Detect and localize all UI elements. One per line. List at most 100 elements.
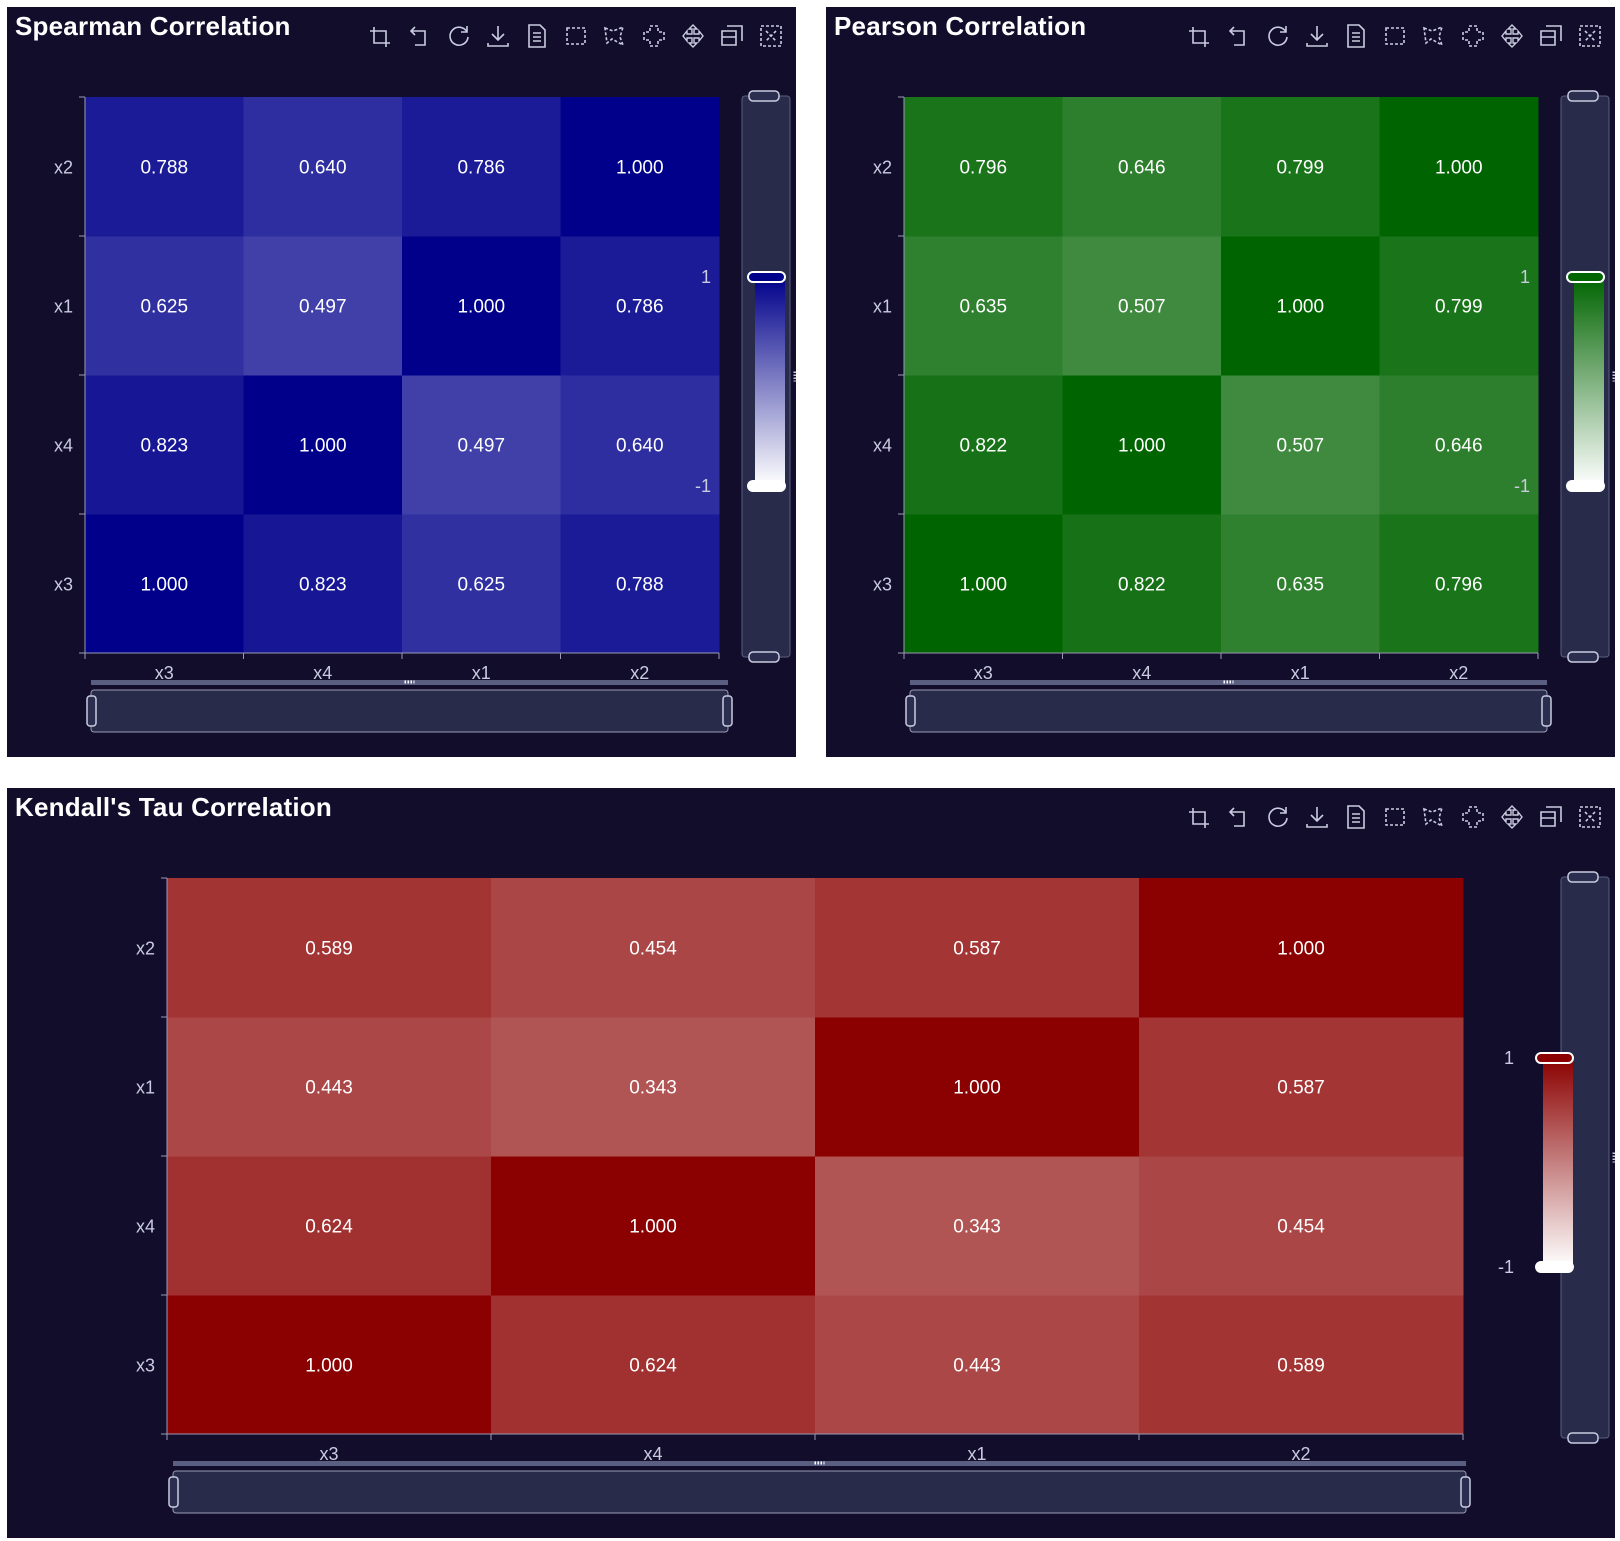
heatmap-cell[interactable] <box>85 514 244 654</box>
visualmap-handle-max[interactable] <box>1566 271 1605 283</box>
heatmap-cell[interactable] <box>815 878 1140 1018</box>
visualmap-handle-min[interactable] <box>747 480 786 492</box>
data-view-button[interactable] <box>1339 19 1373 53</box>
heatmap-cell[interactable] <box>243 514 403 654</box>
zoom-in-button[interactable] <box>1183 800 1217 834</box>
restore-button[interactable] <box>1534 19 1568 53</box>
heatmap-cell[interactable] <box>402 97 561 237</box>
zoom-in-button[interactable] <box>1183 19 1217 53</box>
heatmap-cell[interactable] <box>85 236 244 376</box>
visualmap-handle-max[interactable] <box>747 271 786 283</box>
y-datazoom-handle-top[interactable] <box>748 90 780 102</box>
heatmap-cell[interactable] <box>1221 97 1380 237</box>
data-view-button[interactable] <box>1339 800 1373 834</box>
x-datazoom-handle-right[interactable] <box>722 695 733 727</box>
restore-button[interactable] <box>1534 800 1568 834</box>
heatmap-cell[interactable] <box>1139 1295 1464 1435</box>
y-datazoom-handle-top[interactable] <box>1567 90 1599 102</box>
zoom-reset-button[interactable] <box>1222 800 1256 834</box>
x-datazoom-handle-right[interactable] <box>1460 1476 1471 1508</box>
heatmap-cell[interactable] <box>815 1156 1140 1296</box>
heatmap-cell[interactable] <box>904 236 1063 376</box>
x-datazoom-handle-left[interactable] <box>905 695 916 727</box>
heatmap-cell[interactable] <box>1062 375 1222 515</box>
polygon-select-button[interactable] <box>1417 19 1451 53</box>
heatmap-cell[interactable] <box>1221 236 1380 376</box>
heatmap-cell[interactable] <box>1379 375 1539 515</box>
x-datazoom-slider[interactable] <box>172 1470 1467 1514</box>
heatmap-cell[interactable] <box>1139 1017 1464 1157</box>
heatmap-cell[interactable] <box>402 375 561 515</box>
zoom-reset-button[interactable] <box>403 19 437 53</box>
heatmap-cell[interactable] <box>85 97 244 237</box>
y-datazoom-handle-bottom[interactable] <box>1567 651 1599 663</box>
visualmap-handle-min[interactable] <box>1566 480 1605 492</box>
rect-select-button[interactable] <box>559 19 593 53</box>
heatmap-cell[interactable] <box>491 1156 816 1296</box>
heatmap-cell[interactable] <box>402 514 561 654</box>
heatmap-cell[interactable] <box>1221 375 1380 515</box>
heatmap-cell[interactable] <box>1221 514 1380 654</box>
heatmap-cell[interactable] <box>1379 514 1539 654</box>
heatmap-cell[interactable] <box>167 1017 492 1157</box>
heatmap-cell[interactable] <box>491 878 816 1018</box>
heatmap-cell[interactable] <box>1062 514 1222 654</box>
data-view-button[interactable] <box>520 19 554 53</box>
heatmap-cell[interactable] <box>904 375 1063 515</box>
heatmap-cell[interactable] <box>85 375 244 515</box>
heatmap-cell[interactable] <box>1379 97 1539 237</box>
keep-selection-button[interactable] <box>1456 19 1490 53</box>
clear-selection-button[interactable] <box>1495 800 1529 834</box>
heatmap-cell[interactable] <box>1139 878 1464 1018</box>
x-datazoom-slider[interactable] <box>909 689 1548 733</box>
keep-selection-button[interactable] <box>1456 800 1490 834</box>
polygon-select-button[interactable] <box>598 19 632 53</box>
heatmap-cell[interactable] <box>243 97 403 237</box>
heatmap-cell[interactable] <box>560 236 720 376</box>
heatmap-cell[interactable] <box>560 514 720 654</box>
refresh-button[interactable] <box>1261 19 1295 53</box>
y-datazoom-handle-bottom[interactable] <box>748 651 780 663</box>
heatmap-cell[interactable] <box>1062 236 1222 376</box>
keep-selection-button[interactable] <box>637 19 671 53</box>
heatmap-cell[interactable] <box>904 97 1063 237</box>
clear-selection-button[interactable] <box>1495 19 1529 53</box>
download-button[interactable] <box>1300 19 1334 53</box>
heatmap-cell[interactable] <box>491 1295 816 1435</box>
x-datazoom-handle-left[interactable] <box>168 1476 179 1508</box>
heatmap-cell[interactable] <box>491 1017 816 1157</box>
polygon-select-button[interactable] <box>1417 800 1451 834</box>
heatmap-cell[interactable] <box>560 97 720 237</box>
heatmap-cell[interactable] <box>904 514 1063 654</box>
heatmap-cell[interactable] <box>1379 236 1539 376</box>
heatmap-cell[interactable] <box>167 1156 492 1296</box>
heatmap-cell[interactable] <box>243 236 403 376</box>
download-button[interactable] <box>481 19 515 53</box>
heatmap-cell[interactable] <box>1062 97 1222 237</box>
download-button[interactable] <box>1300 800 1334 834</box>
y-datazoom-handle-bottom[interactable] <box>1567 1432 1599 1444</box>
heatmap-cell[interactable] <box>167 878 492 1018</box>
heatmap-cell[interactable] <box>402 236 561 376</box>
heatmap-cell[interactable] <box>1139 1156 1464 1296</box>
refresh-button[interactable] <box>442 19 476 53</box>
zoom-in-button[interactable] <box>364 19 398 53</box>
restore-button[interactable] <box>715 19 749 53</box>
close-button[interactable] <box>754 19 788 53</box>
visualmap-handle-max[interactable] <box>1535 1052 1574 1064</box>
heatmap-cell[interactable] <box>167 1295 492 1435</box>
rect-select-button[interactable] <box>1378 19 1412 53</box>
rect-select-button[interactable] <box>1378 800 1412 834</box>
close-button[interactable] <box>1573 800 1607 834</box>
x-datazoom-slider[interactable] <box>90 689 729 733</box>
x-datazoom-handle-right[interactable] <box>1541 695 1552 727</box>
heatmap-cell[interactable] <box>815 1017 1140 1157</box>
heatmap-cell[interactable] <box>560 375 720 515</box>
visualmap-handle-min[interactable] <box>1535 1261 1574 1273</box>
y-datazoom-handle-top[interactable] <box>1567 871 1599 883</box>
heatmap-cell[interactable] <box>815 1295 1140 1435</box>
heatmap-cell[interactable] <box>243 375 403 515</box>
zoom-reset-button[interactable] <box>1222 19 1256 53</box>
x-datazoom-handle-left[interactable] <box>86 695 97 727</box>
clear-selection-button[interactable] <box>676 19 710 53</box>
